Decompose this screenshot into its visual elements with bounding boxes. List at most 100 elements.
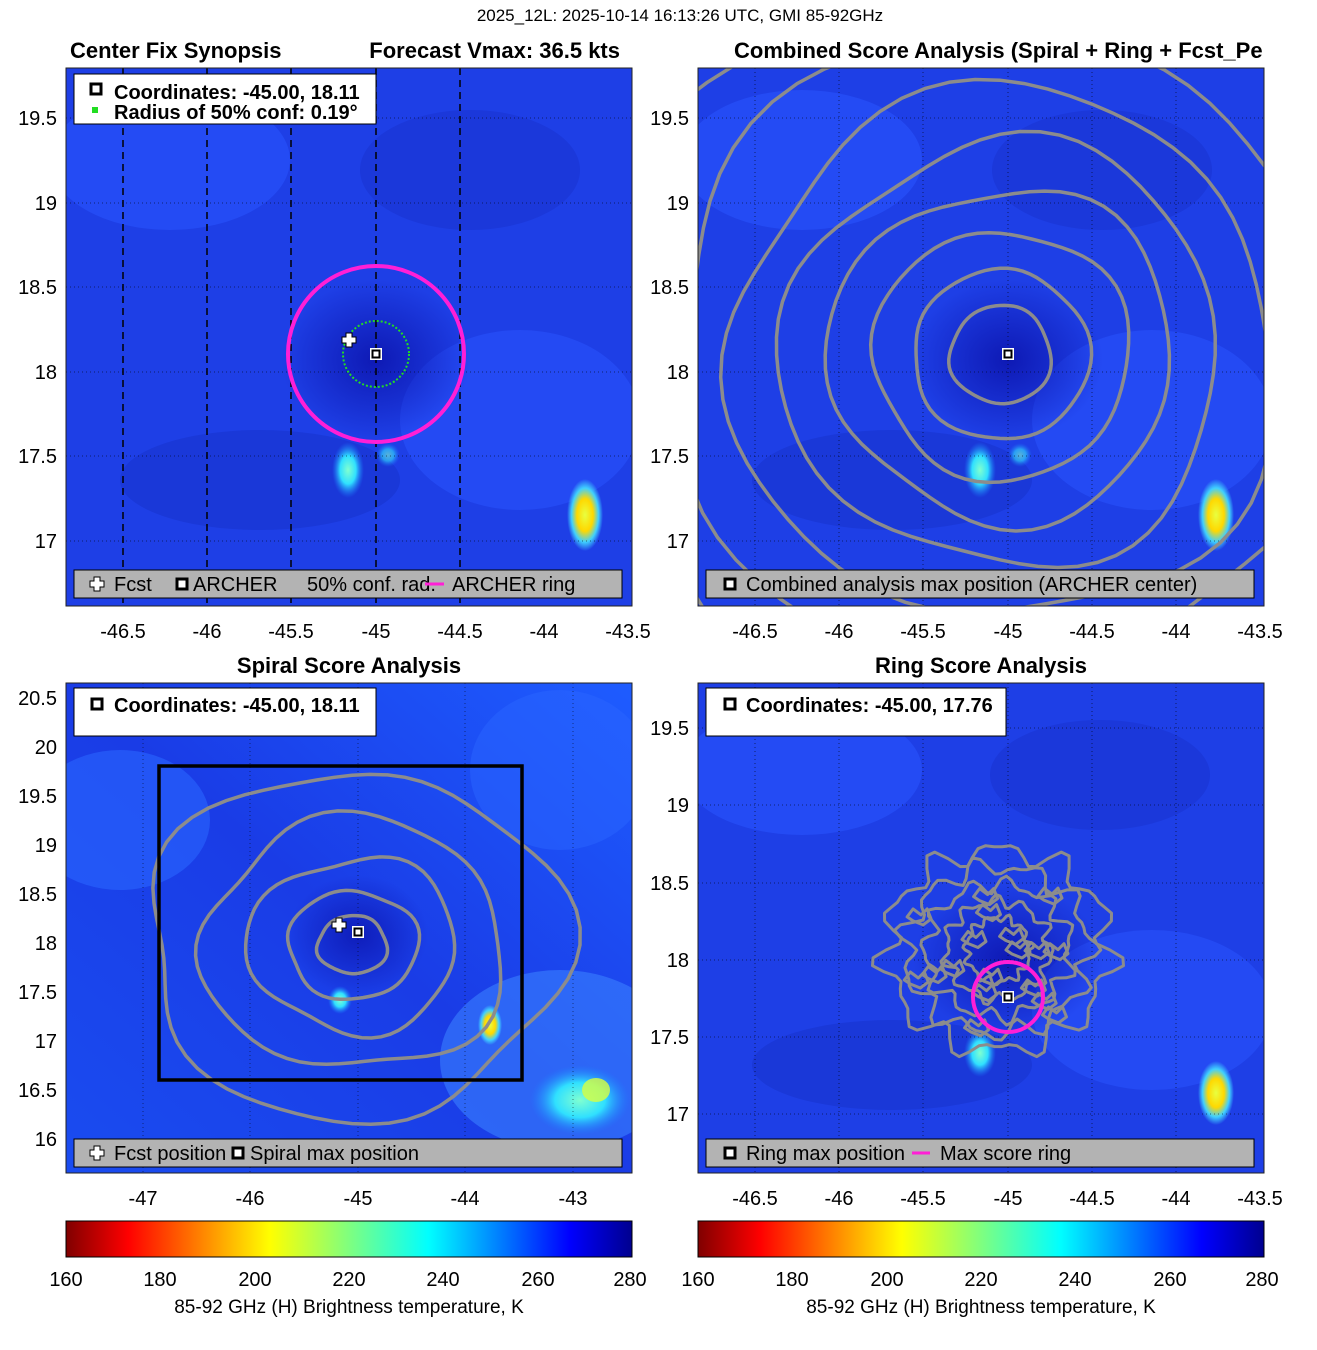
xtick: -46.5 [732, 621, 778, 643]
legend-max-score-ring: Max score ring [940, 1143, 1071, 1165]
ring-contour-fragment [1036, 886, 1064, 906]
spiral-contour-line [243, 855, 457, 1040]
ytick: 18.5 [18, 277, 57, 299]
colorbar-left-scale [65, 1220, 633, 1258]
ytick: 18 [35, 362, 57, 384]
ring-contour-fragment [972, 887, 1000, 907]
combined-legend-icon [723, 577, 737, 591]
legend-fcst-position: Fcst position [114, 1143, 226, 1165]
ytick: 17.5 [18, 446, 57, 468]
ring-contour-line [939, 893, 1055, 1007]
ring-max-legend-icon [723, 1146, 737, 1160]
colorbar-tick: 220 [964, 1269, 997, 1291]
xtick: -45.5 [268, 621, 314, 643]
xtick: -46.5 [100, 621, 146, 643]
ytick: 19.5 [650, 718, 689, 740]
panel-b-legend: Combined analysis max position (ARCHER c… [705, 569, 1255, 599]
colorbar-tick: 200 [870, 1269, 903, 1291]
spiral-contour-line [193, 809, 503, 1067]
spiral-score-contours [151, 772, 582, 1127]
ring-contour-fragment [905, 907, 933, 927]
panel-center-fix-synopsis: Center Fix Synopsis Forecast Vmax: 36.5 … [18, 38, 651, 643]
xtick: -46 [825, 1188, 854, 1210]
legend-archer: ARCHER [193, 574, 277, 596]
colorbar-tick: 240 [426, 1269, 459, 1291]
spiral-contour-line [285, 888, 422, 1002]
ytick: 17.5 [18, 982, 57, 1004]
max-score-ring [971, 960, 1045, 1034]
xtick: -43.5 [1237, 1188, 1283, 1210]
ytick: 18.5 [650, 873, 689, 895]
colorbar-tick: 160 [681, 1269, 714, 1291]
colorbar-left: 160 180 200 220 240 260 280 85-92 GHz (H… [49, 1220, 647, 1318]
xtick: -45.5 [900, 1188, 946, 1210]
panel-c-info-box: Coordinates: -45.00, 18.11 [73, 687, 377, 737]
xtick: -46 [825, 621, 854, 643]
panel-d-xticks: -46.5 -46 -45.5 -45 -44.5 -44 -43.5 [732, 1188, 1283, 1210]
ring-contour-line [919, 874, 1077, 1027]
ytick: 18 [35, 933, 57, 955]
xtick: -44 [1162, 1188, 1191, 1210]
xtick: -45.5 [900, 621, 946, 643]
fcst-position-legend-icon [89, 1145, 105, 1161]
ring-contour-fragment [971, 983, 998, 1003]
combined-contour-line [947, 303, 1053, 406]
legend-ring-max: Ring max position [746, 1143, 905, 1165]
ring-contour-fragment [998, 926, 1026, 946]
ring-contour-fragment [960, 930, 988, 949]
forecast-marker-c [331, 917, 347, 933]
colorbar-tick: 280 [613, 1269, 646, 1291]
ytick: 17 [667, 531, 689, 553]
combined-max-marker [1002, 348, 1014, 360]
ring-contour-fragment [938, 959, 966, 978]
ytick: 18.5 [18, 884, 57, 906]
xtick: -45 [362, 621, 391, 643]
spiral-contour-line [151, 772, 582, 1127]
xtick: -46 [236, 1188, 265, 1210]
panel-a-radius: Radius of 50% conf: 0.19° [114, 102, 358, 124]
xtick: -43.5 [1237, 621, 1283, 643]
ytick: 17.5 [650, 446, 689, 468]
panel-a-xticks: -46.5 -46 -45.5 -45 -44.5 -44 -43.5 [100, 621, 651, 643]
panel-d-heatmap [698, 683, 1264, 1173]
conf-radius-circle [342, 320, 410, 388]
fcst-legend-icon [89, 576, 105, 592]
combined-score-contours [698, 68, 1264, 606]
colorbar-right-scale [697, 1220, 1265, 1258]
panel-b-title: Combined Score Analysis (Spiral + Ring +… [734, 38, 1263, 63]
ytick: 17.5 [650, 1027, 689, 1049]
xtick: -43.5 [605, 621, 651, 643]
ring-contour-fragment [1019, 978, 1047, 998]
conf-key-icon [92, 107, 98, 113]
panel-a-legend: Fcst ARCHER 50% conf. rad. ARCHER ring [73, 569, 623, 599]
legend-combined: Combined analysis max position (ARCHER c… [746, 574, 1197, 596]
colorbar-tick: 240 [1058, 1269, 1091, 1291]
xtick: -43 [559, 1188, 588, 1210]
xtick: -45 [344, 1188, 373, 1210]
combined-contour-line [868, 230, 1131, 485]
spiral-key-icon [90, 697, 104, 711]
ytick: 19.5 [18, 786, 57, 808]
xtick: -45 [994, 621, 1023, 643]
colorbar-tick: 280 [1245, 1269, 1278, 1291]
ytick: 20.5 [18, 688, 57, 710]
colorbar-tick: 220 [332, 1269, 365, 1291]
ytick: 17 [35, 531, 57, 553]
ring-contour-fragment [902, 970, 930, 990]
xtick: -44.5 [437, 621, 483, 643]
combined-contour-line [823, 189, 1172, 533]
colorbar-tick: 180 [143, 1269, 176, 1291]
panel-a-yticks: 19.5 19 18.5 18 17.5 17 [18, 108, 57, 553]
ytick: 19.5 [650, 108, 689, 130]
ytick: 17 [667, 1104, 689, 1126]
legend-archer-ring: ARCHER ring [452, 574, 575, 596]
legend-spiral-max: Spiral max position [250, 1143, 419, 1165]
panel-a-coordinates: Coordinates: -45.00, 18.11 [114, 82, 360, 104]
colorbar-tick: 260 [521, 1269, 554, 1291]
colorbar-tick: 260 [1153, 1269, 1186, 1291]
panel-b-yticks: 19.5 19 18.5 18 17.5 17 [650, 108, 689, 553]
panel-c-title: Spiral Score Analysis [237, 653, 461, 678]
ytick: 16.5 [18, 1080, 57, 1102]
xtick: -46.5 [732, 1188, 778, 1210]
xtick: -47 [129, 1188, 158, 1210]
